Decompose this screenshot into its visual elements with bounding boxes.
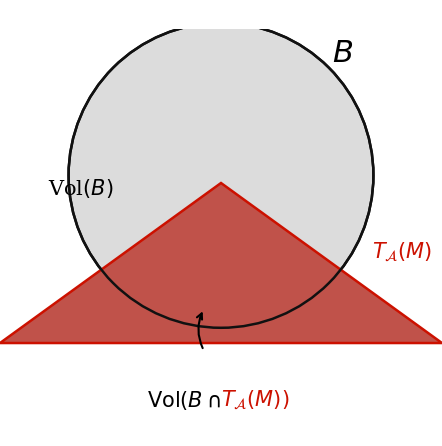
Polygon shape xyxy=(0,183,442,343)
Text: $T_{\mathcal{A}}(M)$: $T_{\mathcal{A}}(M)$ xyxy=(372,240,432,263)
Text: $T_{\mathcal{A}}(M))$: $T_{\mathcal{A}}(M))$ xyxy=(221,389,290,412)
Text: $\mathrm{Vol}(B \cap $: $\mathrm{Vol}(B \cap $ xyxy=(147,388,221,412)
Circle shape xyxy=(69,23,373,328)
Text: Vol$(B)$: Vol$(B)$ xyxy=(48,177,113,200)
Text: $B$: $B$ xyxy=(332,38,354,69)
